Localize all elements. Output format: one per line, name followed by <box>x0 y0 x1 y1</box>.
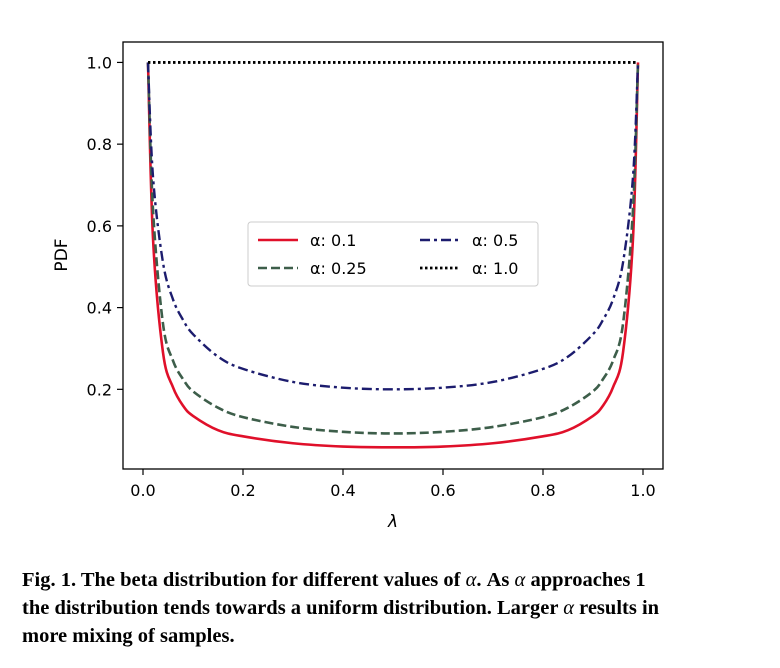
caption-line-3: more mixing of samples. <box>22 625 235 647</box>
series-line-1 <box>146 62 640 449</box>
y-tick-label: 0.6 <box>87 217 112 236</box>
plot-frame <box>122 41 664 470</box>
legend-label: α: 1.0 <box>472 259 518 278</box>
caption-text: approaches 1 <box>525 569 646 591</box>
legend-label: α: 0.5 <box>472 231 518 250</box>
series-line-3 <box>146 62 640 391</box>
y-tick-label: 0.2 <box>87 380 112 399</box>
legend-frame <box>247 221 539 287</box>
legend-label: α: 0.1 <box>310 231 356 250</box>
x-tick-label: 0.0 <box>130 481 155 500</box>
x-tick-label: 0.2 <box>230 481 255 500</box>
x-axis-label: λ <box>387 512 398 532</box>
figure: 0.0 0.2 0.4 0.6 0.8 1.0 0.2 0.4 0.6 0.8 1.0 λ PDF … <box>52 41 664 532</box>
ticks-layer: 0.0 0.2 0.4 0.6 0.8 1.0 0.2 0.4 0.6 0.8 1.0 <box>87 53 656 500</box>
figure-caption: Fig. 1. The beta distribution for differ… <box>22 566 762 650</box>
caption-line-1: Fig. 1. The beta distribution for differ… <box>22 566 762 594</box>
y-tick-label: 0.4 <box>87 299 112 318</box>
x-tick-label: 0.6 <box>430 481 455 500</box>
y-axis-label: PDF <box>52 238 72 271</box>
caption-text: the distribution tends towards a uniform… <box>22 597 564 619</box>
series-layer <box>146 61 640 449</box>
x-tick-label: 0.4 <box>330 481 355 500</box>
beta-pdf-chart: 0.0 0.2 0.4 0.6 0.8 1.00.20.40.60.81.0 λ PDF … <box>52 41 664 532</box>
y-tick-label: 1.0 <box>87 53 112 72</box>
caption-text: . As <box>476 569 515 591</box>
caption-line-2: the distribution tends towards a uniform… <box>22 594 762 622</box>
y-tick-label: 0.8 <box>87 135 112 154</box>
series-line-2 <box>146 62 640 435</box>
caption-alpha: α <box>465 569 477 591</box>
caption-text: results in <box>573 597 660 619</box>
legend-label: α: 0.25 <box>310 259 367 278</box>
x-tick-label: 1.0 <box>630 481 655 500</box>
legend: α: 0.1 α: 0.25 α: 0.5 α: 1.0 <box>247 221 539 287</box>
caption-alpha: α <box>563 597 574 619</box>
caption-alpha: α <box>514 569 526 591</box>
x-tick-label: 0.8 <box>530 481 555 500</box>
caption-text: Fig. 1. The beta distribution for differ… <box>22 569 466 591</box>
